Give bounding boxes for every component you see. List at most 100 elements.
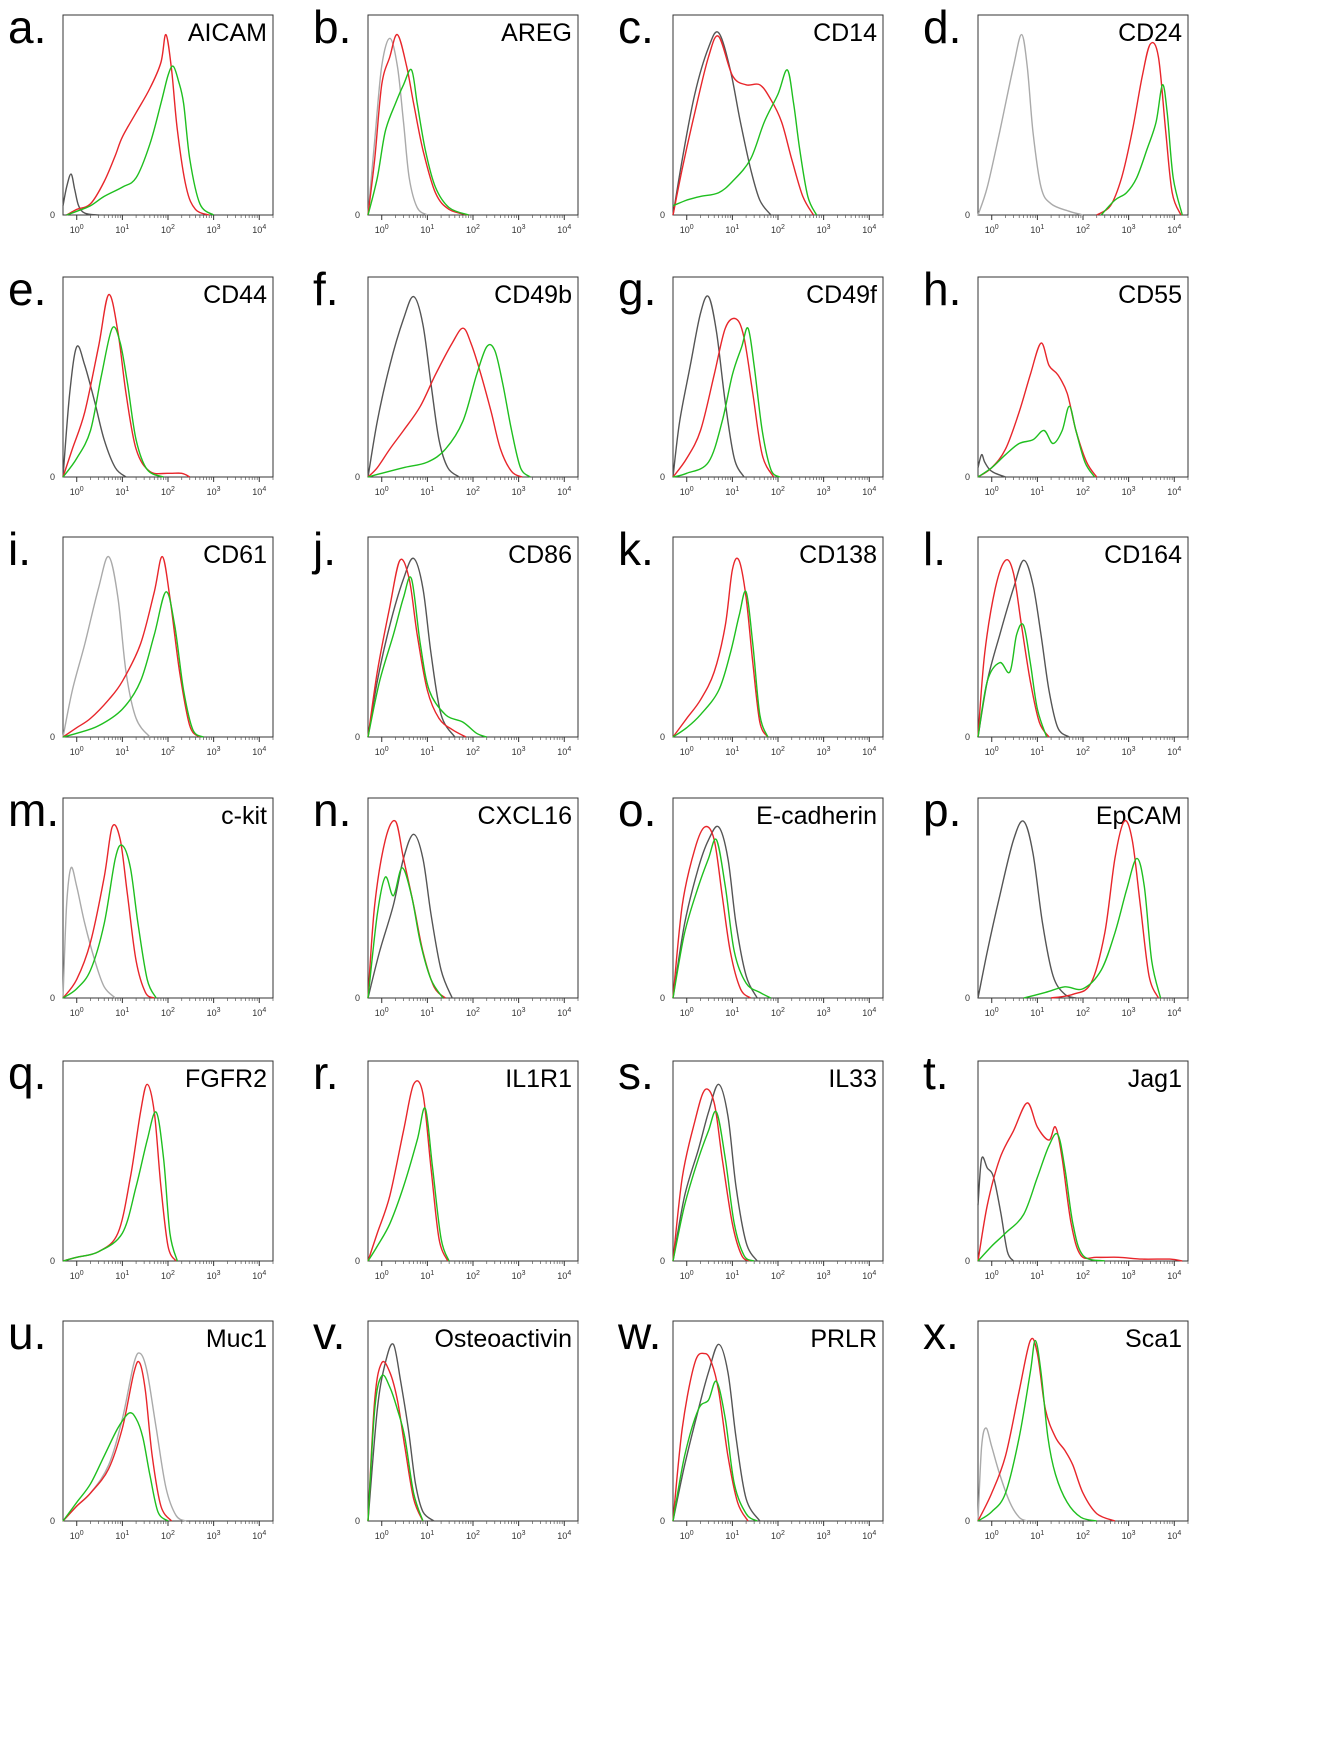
x-tick-label: 101 bbox=[420, 1270, 434, 1281]
histogram-curve-green bbox=[62, 1412, 169, 1522]
y-tick-label: 0 bbox=[660, 993, 665, 1003]
x-tick-label: 102 bbox=[161, 224, 175, 235]
histogram-curve-red bbox=[62, 293, 191, 478]
x-tick-label: 103 bbox=[817, 746, 831, 757]
x-tick-label: 103 bbox=[207, 224, 221, 235]
x-tick-label: 100 bbox=[985, 1530, 999, 1541]
marker-label: EpCAM bbox=[1096, 802, 1182, 830]
histogram-curve-red bbox=[66, 33, 210, 216]
histogram-plot: c-kit 0 100 101 102 103 104 bbox=[50, 797, 274, 1018]
x-tick-label: 104 bbox=[862, 486, 876, 497]
histogram-curve-red bbox=[672, 317, 775, 478]
histogram-plot: CD49b 0 100 101 102 103 104 bbox=[355, 276, 579, 497]
histogram-curve-red bbox=[672, 35, 815, 216]
histogram-curve-green bbox=[672, 1110, 755, 1262]
histogram-plot: Sca1 0 100 101 102 103 104 bbox=[965, 1320, 1189, 1541]
panel-letter: m. bbox=[8, 784, 60, 836]
histogram-curve-green bbox=[62, 1111, 178, 1262]
histogram-curve-green bbox=[672, 327, 781, 478]
histogram-curve-green bbox=[367, 68, 469, 216]
y-tick-label: 0 bbox=[50, 1516, 55, 1526]
x-tick-label: 101 bbox=[725, 746, 739, 757]
histogram-curve-red bbox=[977, 1102, 1183, 1262]
histogram-curve-red bbox=[367, 1360, 424, 1522]
histogram-curve-isotype bbox=[672, 295, 745, 478]
histogram-curve-green bbox=[367, 576, 487, 738]
marker-label: AREG bbox=[501, 19, 572, 47]
histogram-curve-green bbox=[367, 343, 531, 478]
x-tick-label: 104 bbox=[1167, 1270, 1181, 1281]
histogram-plot: CD164 0 100 101 102 103 104 bbox=[965, 536, 1189, 757]
panel-letter: g. bbox=[618, 263, 657, 315]
x-tick-label: 101 bbox=[725, 224, 739, 235]
x-tick-label: 101 bbox=[1030, 1530, 1044, 1541]
y-tick-label: 0 bbox=[660, 732, 665, 742]
x-tick-label: 104 bbox=[862, 1270, 876, 1281]
x-tick-label: 104 bbox=[1167, 746, 1181, 757]
y-tick-label: 0 bbox=[50, 1256, 55, 1266]
histogram-curve-isotype bbox=[367, 1343, 435, 1522]
marker-label: CD61 bbox=[203, 541, 267, 569]
marker-label: IL33 bbox=[828, 1065, 877, 1093]
marker-label: CD164 bbox=[1104, 541, 1182, 569]
panel-letter: o. bbox=[618, 784, 657, 836]
x-tick-label: 100 bbox=[70, 1530, 84, 1541]
x-tick-label: 101 bbox=[115, 1530, 129, 1541]
x-tick-label: 102 bbox=[161, 1007, 175, 1018]
x-tick-label: 101 bbox=[725, 1270, 739, 1281]
panel-letter: v. bbox=[313, 1307, 346, 1359]
panel-letter: i. bbox=[8, 523, 31, 575]
x-tick-label: 100 bbox=[375, 746, 389, 757]
histogram-curve-isotype-light bbox=[62, 555, 151, 738]
x-tick-label: 100 bbox=[375, 1007, 389, 1018]
panel-cd49b: f. CD49b 0 100 101 102 103 104 bbox=[313, 266, 643, 562]
marker-label: CD14 bbox=[813, 19, 877, 47]
x-tick-label: 104 bbox=[557, 486, 571, 497]
panel-letter: d. bbox=[923, 1, 962, 53]
panel-letter: w. bbox=[618, 1307, 662, 1359]
histogram-curve-green bbox=[1100, 84, 1183, 216]
x-tick-label: 103 bbox=[1122, 224, 1136, 235]
histogram-curve-green bbox=[672, 838, 772, 999]
panel-letter: c. bbox=[618, 1, 654, 53]
marker-label: PRLR bbox=[810, 1325, 877, 1353]
panel-letter: b. bbox=[313, 1, 352, 53]
x-tick-label: 101 bbox=[725, 1530, 739, 1541]
panel-cd55: h. CD55 0 100 101 102 103 104 bbox=[923, 266, 1253, 562]
x-tick-label: 100 bbox=[680, 746, 694, 757]
histogram-curve-isotype bbox=[977, 820, 1077, 999]
histogram-curve-green bbox=[62, 591, 204, 738]
x-tick-label: 102 bbox=[466, 1007, 480, 1018]
histogram-curve-isotype bbox=[367, 295, 460, 478]
panel-c-kit: m. c-kit 0 100 101 102 103 104 bbox=[8, 787, 338, 1083]
y-tick-label: 0 bbox=[355, 732, 360, 742]
x-tick-label: 102 bbox=[771, 224, 785, 235]
marker-label: CD138 bbox=[799, 541, 877, 569]
x-tick-label: 103 bbox=[512, 1007, 526, 1018]
panel-cd164: l. CD164 0 100 101 102 103 104 bbox=[923, 526, 1253, 822]
histogram-plot: CD61 0 100 101 102 103 104 bbox=[50, 536, 274, 757]
histogram-curve-red bbox=[62, 823, 155, 999]
marker-label: FGFR2 bbox=[185, 1065, 267, 1093]
histogram-curve-isotype bbox=[672, 825, 758, 999]
x-tick-label: 102 bbox=[161, 486, 175, 497]
histogram-plot: EpCAM 0 100 101 102 103 104 bbox=[965, 797, 1189, 1018]
y-tick-label: 0 bbox=[965, 472, 970, 482]
panel-letter: e. bbox=[8, 263, 47, 315]
histogram-plot: CD14 0 100 101 102 103 104 bbox=[660, 14, 884, 235]
panel-letter: l. bbox=[923, 523, 946, 575]
x-tick-label: 101 bbox=[115, 746, 129, 757]
x-tick-label: 100 bbox=[375, 486, 389, 497]
histogram-curve-isotype bbox=[367, 833, 453, 999]
x-tick-label: 102 bbox=[466, 746, 480, 757]
histogram-curve-green bbox=[977, 1132, 1105, 1262]
x-tick-label: 103 bbox=[1122, 486, 1136, 497]
histogram-curve-red bbox=[672, 825, 751, 999]
histogram-curve-green bbox=[367, 1107, 450, 1262]
histogram-plot: CD44 0 100 101 102 103 104 bbox=[50, 276, 274, 497]
x-tick-label: 103 bbox=[207, 1530, 221, 1541]
x-tick-label: 104 bbox=[252, 486, 266, 497]
histogram-curve-isotype bbox=[977, 559, 1070, 738]
x-tick-label: 102 bbox=[466, 224, 480, 235]
x-tick-label: 102 bbox=[771, 1270, 785, 1281]
